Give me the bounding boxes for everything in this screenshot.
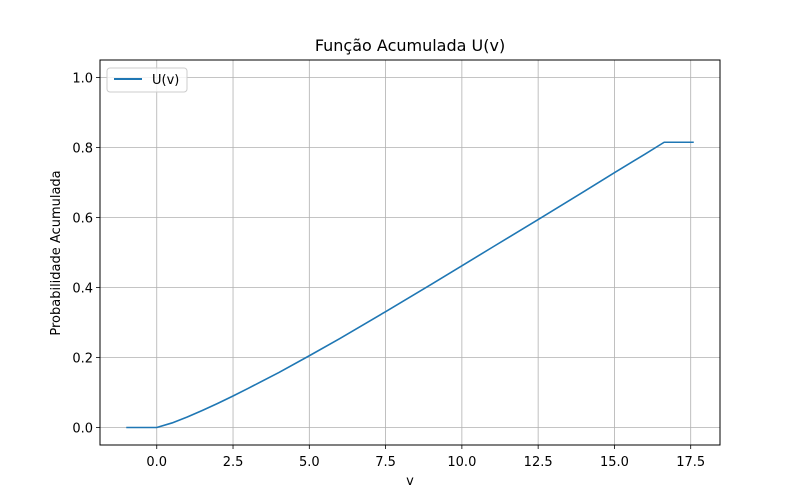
y-axis-label: Probabilidade Acumulada: [49, 170, 64, 335]
plot-frame: [99, 59, 721, 446]
legend: U(v): [106, 67, 188, 93]
x-tick-label: 0.0: [146, 455, 167, 470]
x-tick-label: 12.5: [524, 455, 553, 470]
x-tick-label: 15.0: [600, 455, 629, 470]
x-axis-label: v: [406, 474, 414, 489]
x-tick-label: 10.0: [447, 455, 476, 470]
series-layer: [126, 141, 694, 429]
y-tick-label: 0.4: [72, 282, 93, 297]
series-line-uv: [126, 141, 694, 429]
legend-box: [106, 67, 188, 93]
chart-title: Função Acumulada U(v): [315, 36, 505, 55]
x-tick-label: 17.5: [676, 455, 705, 470]
grid-lines: [100, 60, 720, 445]
axis-ticks: 0.0 2.5 5.0 7.5 10.0 12.5 15.0 17.5 0.0 0.2 0.4 0.6…: [72, 72, 705, 471]
y-tick-label: 0.6: [72, 212, 93, 227]
y-tick-label: 0.2: [72, 352, 93, 367]
x-tick-label: 7.5: [375, 455, 396, 470]
x-tick-label: 2.5: [223, 455, 244, 470]
legend-label: U(v): [152, 73, 179, 88]
y-tick-label: 0.0: [72, 422, 93, 437]
x-tick-label: 5.0: [299, 455, 320, 470]
y-tick-label: 0.8: [72, 142, 93, 157]
y-tick-label: 1.0: [72, 72, 93, 87]
